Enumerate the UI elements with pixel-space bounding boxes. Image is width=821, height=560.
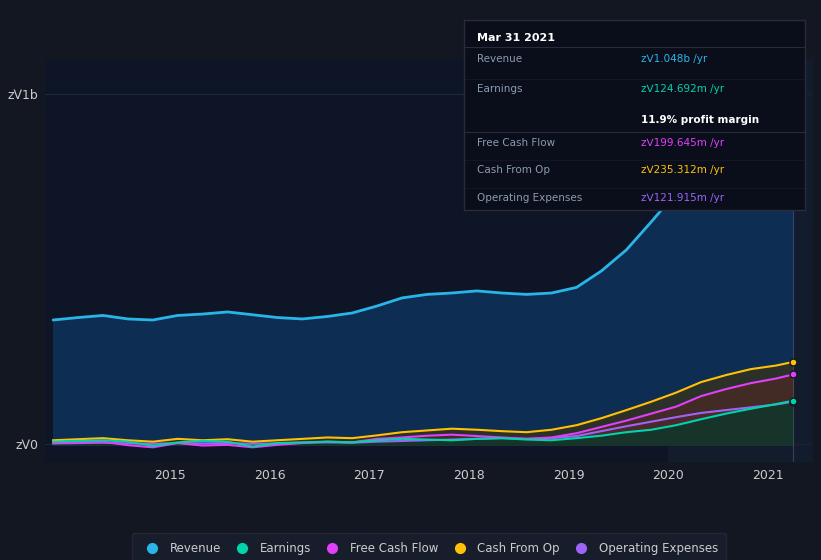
Text: zᐯ124.692m /yr: zᐯ124.692m /yr [641,85,724,94]
Text: Cash From Op: Cash From Op [478,165,551,175]
Text: zᐯ1.048b /yr: zᐯ1.048b /yr [641,54,707,64]
Text: zᐯ121.915m /yr: zᐯ121.915m /yr [641,193,724,203]
Text: Mar 31 2021: Mar 31 2021 [478,33,556,43]
Text: Free Cash Flow: Free Cash Flow [478,138,556,148]
Text: 11.9% profit margin: 11.9% profit margin [641,115,759,125]
Text: zᐯ235.312m /yr: zᐯ235.312m /yr [641,165,724,175]
Bar [668,59,813,462]
Legend: Revenue, Earnings, Free Cash Flow, Cash From Op, Operating Expenses: Revenue, Earnings, Free Cash Flow, Cash … [131,534,727,560]
Text: zᐯ199.645m /yr: zᐯ199.645m /yr [641,138,724,148]
Text: Revenue: Revenue [478,54,523,64]
Text: Earnings: Earnings [478,85,523,94]
Text: Operating Expenses: Operating Expenses [478,193,583,203]
